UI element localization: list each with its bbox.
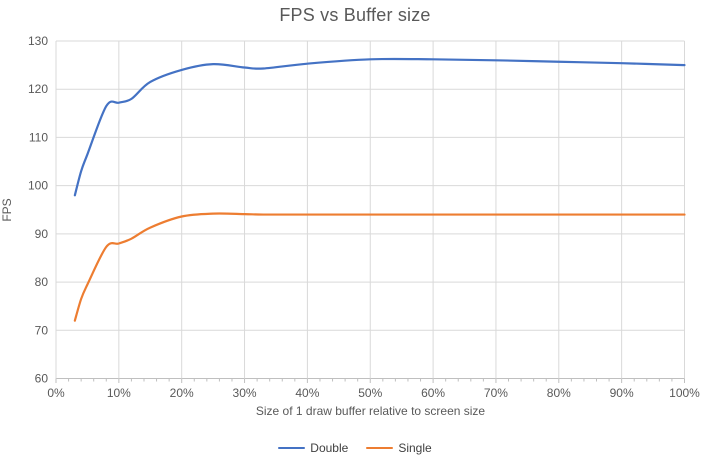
x-tick-label: 0%	[47, 386, 65, 400]
series-line-double	[73, 57, 686, 197]
y-tick-label: 110	[29, 130, 48, 144]
y-tick-label: 100	[28, 179, 48, 193]
x-axis-title: Size of 1 draw buffer relative to screen…	[255, 404, 486, 418]
legend-item-double: Double	[278, 441, 348, 455]
x-tick-label: 70%	[484, 386, 508, 400]
legend-label-double: Double	[310, 441, 349, 455]
legend-swatch-single	[366, 446, 394, 450]
y-tick-label: 70	[35, 323, 49, 337]
x-tick-label: 50%	[358, 386, 382, 400]
x-tick-label: 100%	[669, 386, 700, 400]
x-tick-label: 20%	[170, 386, 194, 400]
y-axis-title: FPS	[0, 198, 14, 222]
x-tick-label: 10%	[107, 386, 131, 400]
x-tick-label: 60%	[421, 386, 445, 400]
y-tick-label: 60	[35, 372, 49, 386]
x-tick-label: 40%	[295, 386, 319, 400]
x-tick-label: 80%	[547, 386, 571, 400]
x-tick-label: 90%	[610, 386, 634, 400]
y-tick-label: 120	[28, 82, 48, 96]
legend-label-single: Single	[398, 441, 432, 455]
legend-swatch-double	[278, 446, 306, 450]
chart-title: FPS vs Buffer size	[279, 5, 431, 25]
y-tick-label: 90	[35, 227, 49, 241]
y-tick-label: 130	[28, 34, 48, 48]
series-line-single	[73, 212, 686, 322]
y-tick-label: 80	[35, 275, 49, 289]
x-tick-label: 30%	[233, 386, 257, 400]
legend: Double Single	[0, 441, 710, 455]
legend-item-single: Single	[366, 441, 432, 455]
